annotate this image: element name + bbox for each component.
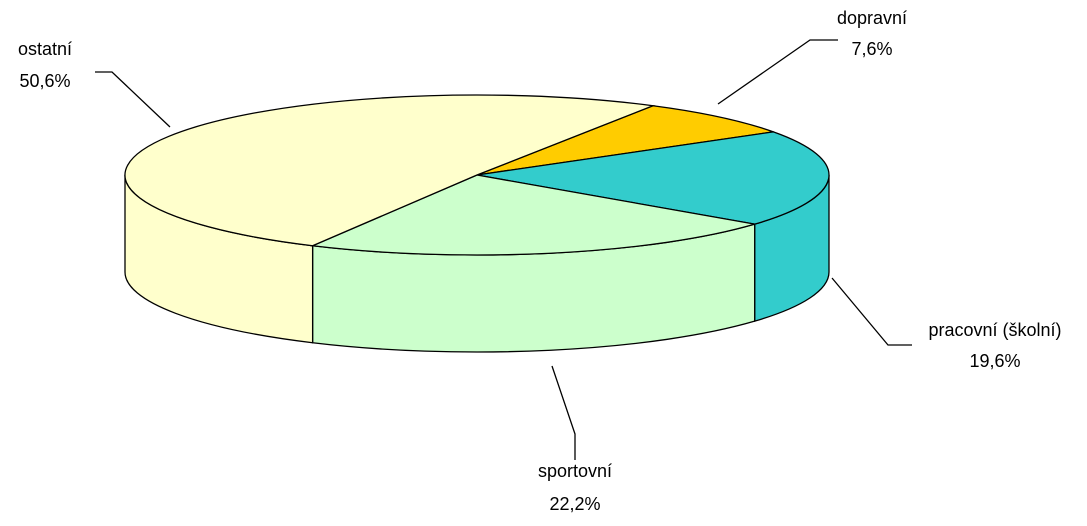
- slice-label: sportovní: [538, 461, 612, 481]
- leader-line: [551, 365, 576, 460]
- slice-label: ostatní: [18, 39, 72, 59]
- pie: [124, 94, 830, 353]
- leader-line: [831, 277, 912, 346]
- slice-value: 7,6%: [851, 39, 892, 59]
- slice-value: 19,6%: [969, 351, 1020, 371]
- slice-value: 22,2%: [549, 494, 600, 514]
- slice: [476, 131, 830, 225]
- slice-value: 50,6%: [19, 71, 70, 91]
- leader-line: [95, 71, 171, 128]
- slice-label: dopravní: [837, 8, 907, 28]
- slice: [310, 174, 755, 256]
- slice: [476, 105, 774, 176]
- leader-line: [717, 39, 838, 105]
- slice: [124, 94, 654, 247]
- slice-label: pracovní (školní): [928, 320, 1061, 340]
